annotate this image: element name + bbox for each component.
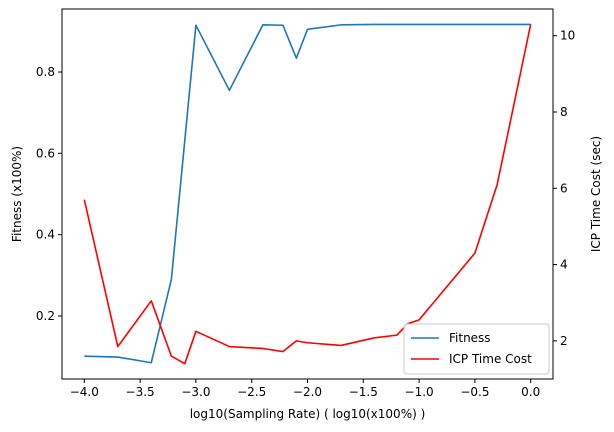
series-layer: [83, 23, 532, 365]
left-y-tick-label: 0.8: [36, 65, 55, 79]
x-tick-label: −3.5: [126, 385, 155, 399]
x-tick-label: −3.0: [181, 385, 210, 399]
left-y-axis-label: Fitness (x100%): [10, 146, 24, 242]
legend-label: ICP Time Cost: [449, 352, 532, 366]
legend-label: Fitness: [449, 331, 491, 345]
x-tick-label: −1.5: [349, 385, 378, 399]
right-y-tick-label: 4: [560, 258, 568, 272]
legend-box: [403, 323, 550, 375]
right-y-tick-label: 10: [560, 29, 575, 43]
x-tick-label: 0.0: [521, 385, 540, 399]
x-axis-label: log10(Sampling Rate) ( log10(x100%) ): [190, 407, 426, 421]
right-y-axis-ticks: 2 4 6 8 10: [553, 29, 575, 348]
x-tick-label: −2.0: [293, 385, 322, 399]
series-line-icp-time-cost: [83, 24, 532, 365]
right-y-tick-label: 8: [560, 105, 568, 119]
x-tick-label: −4.0: [70, 385, 99, 399]
left-y-tick-label: 0.6: [36, 146, 55, 160]
x-axis-ticks: −4.0 −3.5 −3.0 −2.5 −2.0 −1.5 −1.0 −0.5 0.0: [70, 379, 540, 399]
left-y-tick-label: 0.4: [36, 228, 55, 242]
left-y-axis-ticks: 0.2 0.4 0.6 0.8: [36, 65, 62, 323]
right-y-tick-label: 6: [560, 181, 568, 195]
x-tick-label: −1.0: [405, 385, 434, 399]
x-tick-label: −0.5: [460, 385, 489, 399]
legend: Fitness ICP Time Cost: [403, 323, 550, 375]
left-y-tick-label: 0.2: [36, 309, 55, 323]
series-line-fitness: [84, 23, 531, 364]
right-y-axis-label: ICP Time Cost (sec): [589, 136, 603, 252]
right-y-tick-label: 2: [560, 334, 568, 348]
x-tick-label: −2.5: [237, 385, 266, 399]
